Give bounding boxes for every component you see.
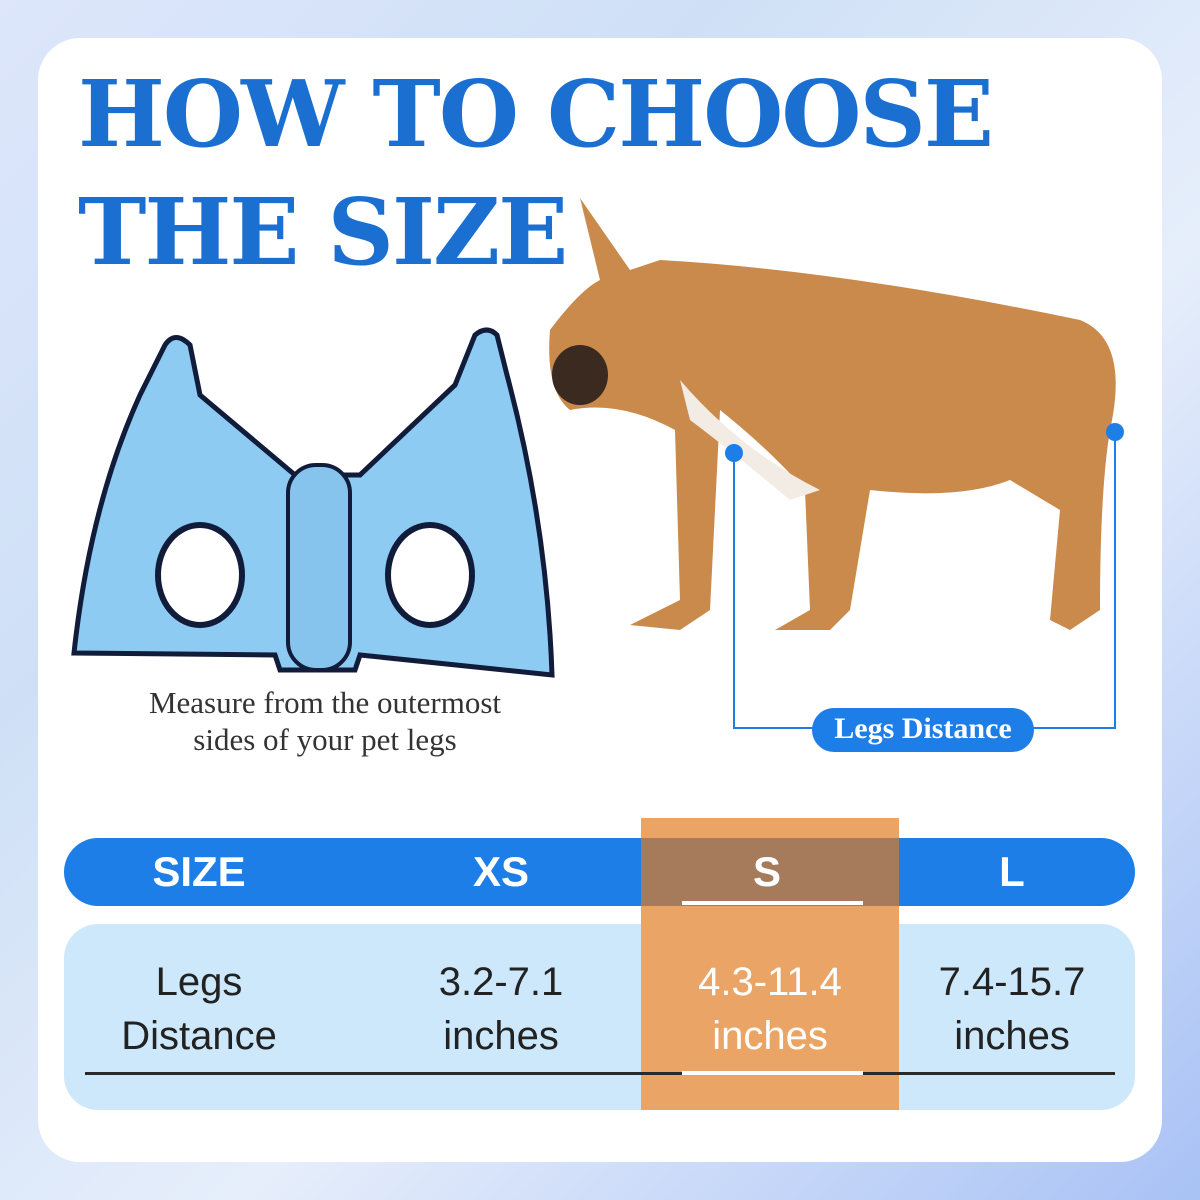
dog-image: [549, 198, 1116, 630]
caption-line-1: Measure from the outermost: [148, 685, 502, 720]
harness-image: [71, 327, 555, 678]
value-l: 7.4-15.7 inches: [887, 955, 1137, 1063]
header-s: S: [752, 848, 781, 895]
row-label: Legs Distance: [74, 955, 324, 1063]
unit: inches: [443, 1014, 559, 1058]
row-label-line-2: Distance: [121, 1014, 277, 1058]
caption-line-2: sides of your pet legs: [193, 722, 457, 757]
highlight-underline-bottom: [682, 1071, 863, 1075]
highlight-underline-top: [682, 901, 863, 905]
unit: inches: [954, 1014, 1070, 1058]
range: 4.3-11.4: [698, 960, 842, 1004]
unit: inches: [712, 1014, 828, 1058]
legs-distance-label: Legs Distance: [812, 708, 1034, 752]
row-label-line-1: Legs: [155, 960, 243, 1004]
header-size: SIZE: [152, 848, 246, 895]
title-line-1: HOW TO CHOOSE: [78, 60, 994, 168]
title-line-2: THE SIZE: [78, 178, 568, 286]
value-xs: 3.2-7.1 inches: [376, 955, 626, 1063]
range: 7.4-15.7: [938, 960, 1086, 1004]
highlight-header: [641, 838, 899, 906]
measure-caption: Measure from the outermost sides of your …: [90, 684, 560, 758]
value-s: 4.3-11.4 inches: [645, 955, 895, 1063]
header-xs: XS: [472, 848, 530, 895]
header-l: L: [999, 848, 1025, 895]
row-divider: [85, 1072, 1115, 1075]
measure-lines: [725, 423, 1124, 729]
size-table-body: [64, 924, 1135, 1110]
range: 3.2-7.1: [438, 960, 564, 1004]
size-table-header: [64, 838, 1135, 906]
